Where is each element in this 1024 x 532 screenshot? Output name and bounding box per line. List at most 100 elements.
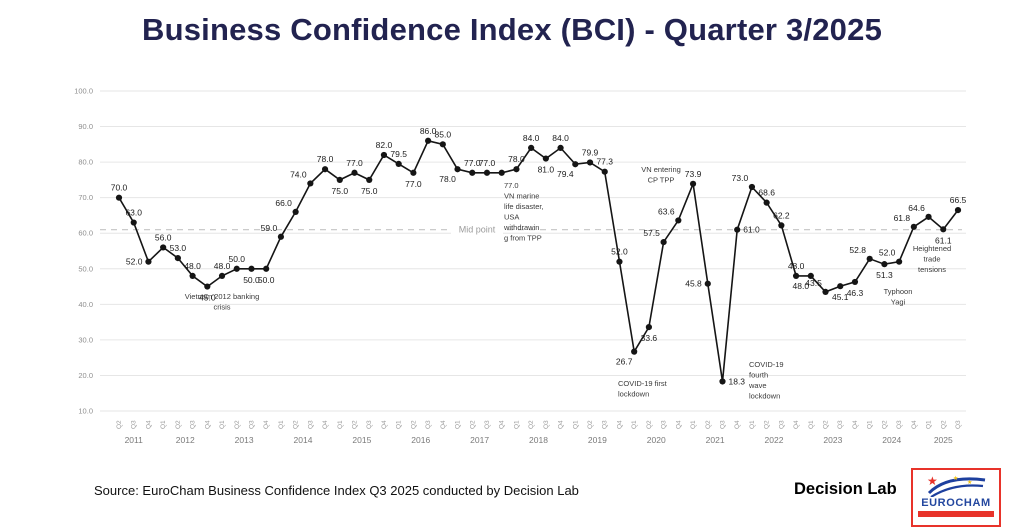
x-axis-quarter-label: Q3 [719,420,726,429]
x-axis-year-label: 2016 [411,435,430,445]
x-axis-quarter-label: Q4 [734,420,741,429]
data-point-label: 84.0 [552,133,569,143]
x-axis-year-label: 2024 [882,435,901,445]
x-axis-quarter-label: Q2 [881,420,888,429]
data-point-dot [115,194,123,201]
y-axis-label: 100.0 [74,87,93,96]
x-axis-quarter-label: Q4 [558,420,565,429]
x-axis-quarter-label: Q1 [749,420,756,429]
x-axis-quarter-label: Q3 [543,420,550,429]
y-axis-label: 40.0 [78,300,93,309]
data-point-label: 45.0 [199,293,216,303]
data-point-label: 52.0 [879,248,896,258]
x-axis-year-label: 2020 [647,435,666,445]
data-point-label: 77.0 [346,158,363,168]
y-axis-label: 10.0 [78,407,93,416]
data-point-label: 74.0 [290,169,307,179]
x-axis-quarter-label: Q4 [675,420,682,429]
data-point-dot [204,283,211,290]
annotation-marine-tpp: withdrawin [503,223,539,232]
data-point-label: 86.0 [420,126,437,136]
annotation-marine-tpp: g from TPP [504,234,542,243]
x-axis-quarter-label: Q3 [484,420,491,429]
source-text: Source: EuroCham Business Confidence Ind… [94,483,579,498]
x-axis-quarter-label: Q1 [572,420,579,429]
x-axis-year-label: 2012 [176,435,195,445]
x-axis-quarter-label: Q2 [293,420,300,429]
data-point-dot [807,272,814,279]
x-axis-quarter-label: Q1 [396,420,403,429]
data-point-label: 50.0 [258,275,275,285]
data-point-label: 48.0 [184,261,201,271]
data-point-label: 52.0 [126,257,143,267]
data-point-dot [454,166,461,173]
annotation-banking-crisis: Vietnam 2012 banking [185,292,260,301]
page-title: Business Confidence Index (BCI) - Quarte… [141,12,883,47]
data-point-dot [896,258,903,265]
data-point-dot [660,239,667,246]
x-axis-quarter-label: Q3 [131,420,138,429]
x-axis-quarter-label: Q2 [116,420,123,429]
data-point-label: 73.0 [732,173,749,183]
y-axis-label: 70.0 [78,193,93,202]
x-axis-quarter-label: Q1 [160,420,167,429]
data-point-label: 48.0 [788,261,805,271]
annotation-covid-first: COVID-19 first [618,379,668,388]
x-axis-year-label: 2017 [470,435,489,445]
x-axis-quarter-label: Q2 [764,420,771,429]
x-axis-quarter-label: Q3 [955,420,962,429]
x-axis-quarter-label: Q3 [661,420,668,429]
annotation-cptpp: VN entering [641,165,681,174]
eurocham-tagline-bar [918,511,994,518]
data-point-label: 53.0 [170,243,187,253]
data-point-dot [689,180,697,187]
annotation-trade-tensions: Heightened [913,244,951,253]
x-axis-year-label: 2018 [529,435,548,445]
data-point-dot [881,261,888,268]
x-axis-quarter-label: Q1 [631,420,638,429]
data-point-dot [763,199,770,206]
data-point-dot [586,159,594,166]
data-point-label: 77.0 [479,158,496,168]
data-point-label: 79.9 [582,147,599,157]
x-axis-quarter-label: Q2 [940,420,947,429]
x-axis-quarter-label: Q1 [808,420,815,429]
data-point-dot [145,258,152,265]
data-point-dot [778,222,785,229]
data-point-dot [233,265,240,272]
data-point-dot [719,378,726,385]
data-point-dot [704,280,711,287]
data-point-label: 18.3 [728,376,745,386]
data-point-label: 26.7 [616,357,633,367]
data-point-dot [940,226,947,233]
data-point-label: 46.3 [847,288,864,298]
x-axis-quarter-label: Q2 [234,420,241,429]
data-point-label: 66.0 [275,198,292,208]
data-point-dot [425,137,432,144]
data-point-dot [366,176,373,183]
data-point-dot [675,217,682,224]
data-point-label: 78.0 [508,154,525,164]
data-point-dot [292,208,299,215]
x-axis-year-label: 2025 [934,435,953,445]
x-axis-year-label: 2023 [823,435,842,445]
data-point-label: 78.0 [317,154,334,164]
data-point-label: 59.0 [261,223,278,233]
x-axis-quarter-label: Q1 [455,420,462,429]
x-axis-year-label: 2014 [294,435,313,445]
data-point-dot [395,160,402,167]
data-point-label: 63.0 [125,208,142,218]
x-axis-quarter-label: Q2 [175,420,182,429]
x-axis-year-label: 2015 [352,435,371,445]
x-axis-quarter-label: Q4 [616,420,623,429]
data-point-label: 77.3 [596,157,613,167]
x-axis-quarter-label: Q4 [263,420,270,429]
data-point-dot [734,226,741,233]
x-axis-quarter-label: Q1 [513,420,520,429]
x-axis-quarter-label: Q2 [410,420,417,429]
x-axis-quarter-label: Q3 [248,420,255,429]
y-axis-label: 60.0 [78,229,93,238]
data-point-dot [410,169,417,176]
data-point-label: 75.0 [361,186,378,196]
data-point-dot [439,141,446,148]
